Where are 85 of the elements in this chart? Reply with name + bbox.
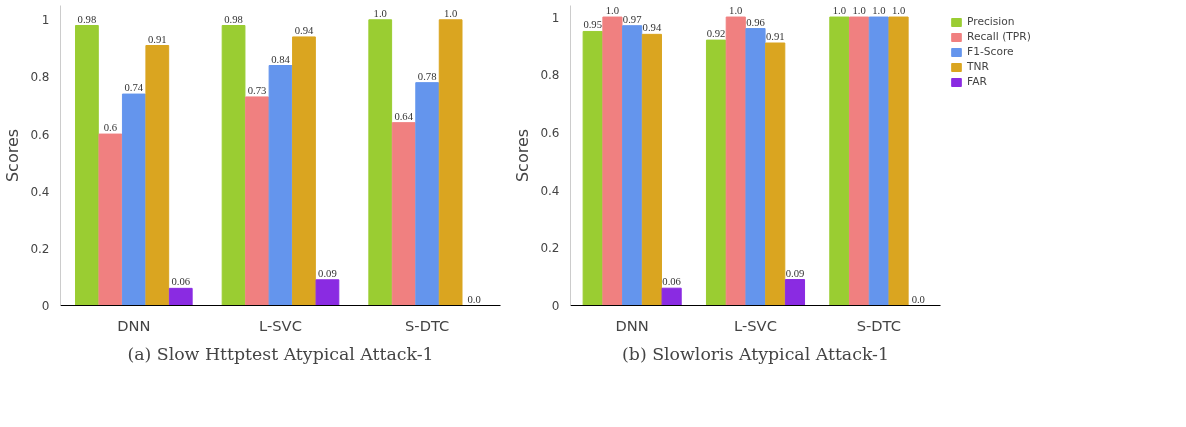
bar bbox=[75, 25, 99, 306]
y-tick-label: 0.6 bbox=[30, 127, 50, 142]
data-label: 0.09 bbox=[785, 267, 805, 279]
y-tick-label: 1 bbox=[41, 13, 50, 28]
bar bbox=[121, 93, 146, 306]
bar bbox=[829, 16, 850, 306]
x-tick-label: L-SVC bbox=[734, 316, 777, 334]
data-label: 0.94 bbox=[642, 22, 662, 34]
y-tick-label: 0.4 bbox=[30, 184, 50, 199]
data-label: 0.06 bbox=[171, 276, 191, 288]
data-label: 1.0 bbox=[832, 5, 847, 17]
bar bbox=[888, 16, 909, 306]
data-label: 0.78 bbox=[417, 70, 437, 82]
bar bbox=[168, 287, 193, 306]
legend-label: FAR bbox=[967, 75, 987, 88]
bar bbox=[661, 287, 682, 306]
data-label: 0.98 bbox=[224, 13, 243, 25]
text: (a) Slow Httptest Atypical Attack-1 bbox=[127, 343, 434, 364]
bar bbox=[725, 16, 746, 306]
bar bbox=[221, 25, 246, 306]
bar bbox=[641, 33, 662, 306]
x-tick-label: L-SVC bbox=[259, 316, 302, 334]
bar bbox=[622, 25, 643, 306]
text: (b) Slowloris Atypical Attack-1 bbox=[622, 343, 889, 364]
y-tick-label: 0.4 bbox=[540, 183, 560, 198]
data-label: 0.96 bbox=[746, 16, 766, 28]
bar bbox=[582, 30, 603, 306]
bar bbox=[602, 16, 623, 306]
bar bbox=[315, 279, 340, 306]
y-tick-label: 0.2 bbox=[540, 241, 560, 256]
y-tick-label: 1 bbox=[551, 10, 560, 25]
data-label: 0.06 bbox=[662, 276, 682, 288]
bar bbox=[292, 36, 316, 306]
x-tick-label: DNN bbox=[615, 316, 649, 334]
bar bbox=[849, 16, 870, 306]
bar bbox=[245, 96, 269, 306]
data-label: 0.73 bbox=[247, 84, 267, 96]
bar bbox=[868, 16, 889, 306]
x-tick-label: S-DTC bbox=[856, 316, 901, 334]
data-label: 0.91 bbox=[147, 33, 167, 45]
y-axis-title: Scores bbox=[3, 128, 23, 183]
bar bbox=[98, 133, 123, 306]
data-label: 1.0 bbox=[729, 5, 743, 17]
y-tick-label: 0.8 bbox=[30, 70, 50, 85]
data-label: 0.09 bbox=[318, 267, 337, 279]
y-axis-title: Scores bbox=[513, 128, 533, 183]
x-tick-label: DNN bbox=[117, 316, 151, 334]
data-label: 1.0 bbox=[872, 5, 886, 17]
bar bbox=[415, 82, 440, 306]
data-label: 0.0 bbox=[911, 293, 925, 305]
data-label: 0.94 bbox=[294, 24, 314, 36]
data-label: 0.64 bbox=[394, 110, 414, 122]
bar bbox=[745, 28, 766, 306]
y-tick-label: 0.8 bbox=[540, 68, 560, 83]
y-tick-label: 0 bbox=[551, 299, 560, 313]
data-label: 0.74 bbox=[124, 82, 144, 94]
legend-label: TNR bbox=[967, 60, 989, 73]
data-label: 1.0 bbox=[891, 5, 906, 17]
bar bbox=[765, 42, 786, 306]
legend-label: Recall (TPR) bbox=[967, 30, 1031, 43]
data-label: 1.0 bbox=[373, 7, 387, 19]
legend-label: F1-Score bbox=[967, 45, 1014, 58]
bar bbox=[145, 45, 170, 306]
data-label: 0.98 bbox=[77, 13, 97, 25]
y-tick-label: 0.2 bbox=[30, 241, 50, 256]
bar bbox=[391, 122, 416, 306]
data-label: 0.6 bbox=[103, 122, 118, 134]
legend-label: Precision bbox=[967, 15, 1015, 28]
data-label: 0.95 bbox=[583, 19, 603, 31]
y-tick-label: 0.6 bbox=[540, 125, 560, 140]
bar bbox=[784, 279, 806, 306]
bar bbox=[368, 19, 393, 306]
data-label: 0.97 bbox=[622, 13, 643, 25]
data-label: 1.0 bbox=[852, 5, 866, 17]
x-tick-label: S-DTC bbox=[405, 316, 450, 334]
data-label: 0.84 bbox=[271, 53, 291, 65]
data-label: 0.0 bbox=[467, 293, 481, 305]
bar bbox=[438, 19, 463, 306]
data-label: 0.92 bbox=[706, 28, 726, 40]
data-label: 1.0 bbox=[605, 5, 620, 17]
y-tick-label: 0 bbox=[41, 299, 50, 313]
data-label: 1.0 bbox=[443, 7, 458, 19]
bar bbox=[705, 39, 727, 306]
bar bbox=[268, 65, 293, 306]
data-label: 0.91 bbox=[765, 31, 785, 42]
